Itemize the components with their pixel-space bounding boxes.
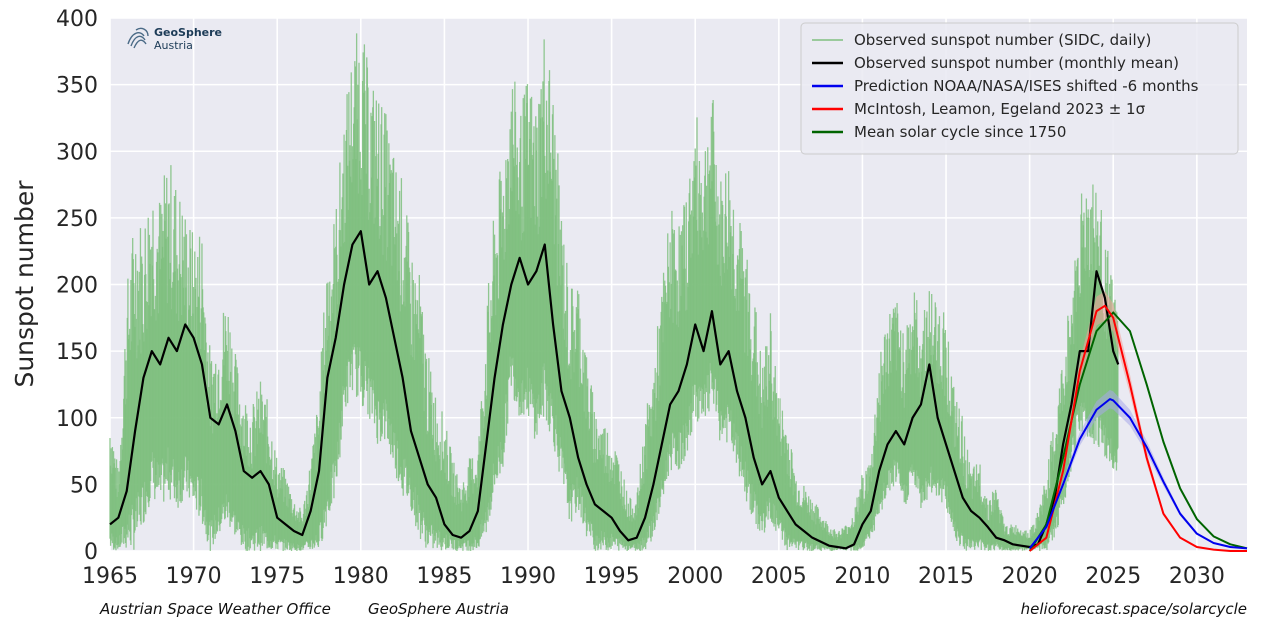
logo-name: GeoSphere xyxy=(154,26,222,39)
y-tick-label: 350 xyxy=(56,74,98,99)
y-tick-label: 250 xyxy=(56,207,98,232)
x-tick-label: 2010 xyxy=(834,564,890,589)
legend-label: McIntosh, Leamon, Egeland 2023 ± 1σ xyxy=(854,100,1146,118)
x-tick-label: 1980 xyxy=(333,564,389,589)
x-tick-label: 1985 xyxy=(416,564,472,589)
y-axis-label: Sunspot number xyxy=(10,180,39,388)
x-tick-label: 2000 xyxy=(667,564,723,589)
x-tick-label: 1975 xyxy=(249,564,305,589)
noaa-uncertainty-band xyxy=(1029,389,1247,549)
series-noaa-prediction xyxy=(1028,398,1248,550)
legend-label: Prediction NOAA/NASA/ISES shifted -6 mon… xyxy=(854,77,1199,95)
logo-subtitle: Austria xyxy=(154,39,193,52)
x-tick-label: 2030 xyxy=(1169,564,1225,589)
x-tick-label: 1965 xyxy=(82,564,138,589)
legend: Observed sunspot number (SIDC, daily) Obs… xyxy=(800,22,1239,155)
legend-label: Mean solar cycle since 1750 xyxy=(854,123,1066,141)
y-tick-label: 300 xyxy=(56,140,98,165)
x-axis-ticks: 1965 1970 1975 1980 1985 1990 1995 2000 2005 2010… xyxy=(82,564,1225,589)
y-tick-label: 200 xyxy=(56,274,98,299)
y-tick-label: 400 xyxy=(56,7,98,32)
y-axis-ticks: 0 50 100 150 200 250 300 350 400 xyxy=(56,7,98,565)
x-tick-label: 1995 xyxy=(584,564,640,589)
x-tick-label: 2025 xyxy=(1085,564,1141,589)
x-tick-label: 2005 xyxy=(751,564,807,589)
legend-label: Observed sunspot number (SIDC, daily) xyxy=(854,31,1151,49)
series-group xyxy=(109,33,1248,552)
series-daily xyxy=(109,33,1119,551)
geosphere-logo: GeoSphere Austria xyxy=(127,26,222,52)
y-tick-label: 50 xyxy=(70,473,98,498)
y-tick-label: 150 xyxy=(56,340,98,365)
series-mcintosh xyxy=(1029,304,1247,552)
legend-label: Observed sunspot number (monthly mean) xyxy=(854,54,1179,72)
footer-url: helioforecast.space/solarcycle xyxy=(1020,600,1247,618)
y-tick-label: 0 xyxy=(84,540,98,565)
x-tick-label: 1990 xyxy=(500,564,556,589)
logo-swirl-icon xyxy=(127,27,149,49)
series-monthly-mean xyxy=(109,230,1120,550)
y-tick-label: 100 xyxy=(56,407,98,432)
x-tick-label: 2015 xyxy=(918,564,974,589)
x-tick-label: 2020 xyxy=(1002,564,1058,589)
series-mean-cycle xyxy=(1028,311,1248,552)
footer-organization: GeoSphere Austria xyxy=(368,600,509,618)
footer-office: Austrian Space Weather Office xyxy=(100,600,331,618)
x-tick-label: 1970 xyxy=(166,564,222,589)
